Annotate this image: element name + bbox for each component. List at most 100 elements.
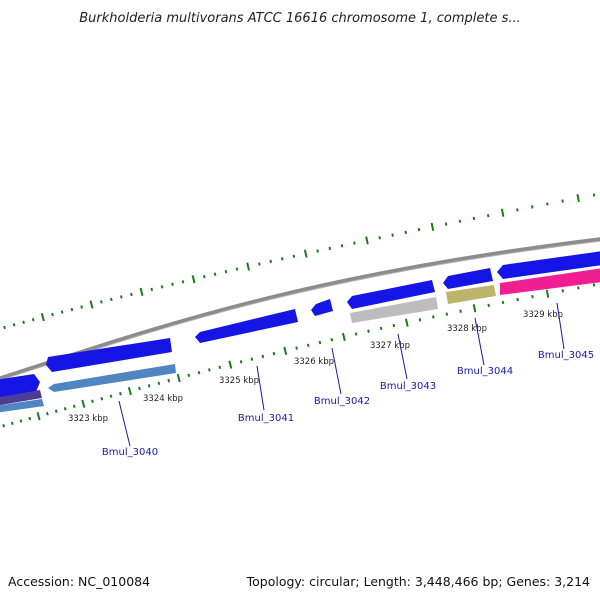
- gene-label-leaders: [118, 302, 565, 447]
- gene-feature[interactable]: [500, 267, 600, 295]
- tick-mark: [80, 305, 84, 309]
- scale-labels: 3323 kbp 3324 kbp 3325 kbp 3326 kbp 3327…: [68, 310, 563, 424]
- gene-feature[interactable]: [48, 364, 176, 392]
- tick-mark: [592, 283, 596, 287]
- tick-mark: [127, 386, 132, 396]
- tick-mark: [445, 312, 449, 316]
- tick-mark: [176, 373, 181, 383]
- tick-mark: [119, 295, 123, 299]
- gene-feature[interactable]: [46, 338, 172, 372]
- tick-mark: [269, 259, 273, 264]
- tick-mark: [561, 199, 564, 203]
- tick-mark: [516, 208, 519, 212]
- tick-mark: [213, 272, 217, 276]
- tick-mark: [235, 267, 239, 271]
- tick-mark: [417, 227, 421, 232]
- tick-mark: [391, 233, 394, 237]
- gene-feature[interactable]: [0, 399, 44, 413]
- tick-mark: [561, 289, 565, 293]
- tick-mark: [157, 381, 161, 385]
- tick-mark: [432, 315, 435, 319]
- tick-mark: [3, 325, 6, 330]
- tick-mark: [12, 323, 16, 327]
- gene-feature[interactable]: [497, 250, 600, 279]
- tick-mark: [2, 423, 5, 428]
- tick-mark: [91, 399, 94, 403]
- tick-mark: [501, 300, 505, 305]
- gene-feature[interactable]: [0, 374, 40, 398]
- gene-feature[interactable]: [0, 390, 42, 406]
- tick-mark: [36, 411, 41, 421]
- gene-feature[interactable]: [443, 268, 493, 289]
- tick-mark: [430, 222, 435, 231]
- tick-mark: [202, 275, 206, 279]
- tick-mark: [295, 346, 298, 350]
- gene-feature[interactable]: [446, 285, 496, 304]
- tick-mark: [404, 230, 408, 235]
- tick-mark: [500, 208, 505, 217]
- tick-mark: [545, 289, 550, 298]
- tick-mark: [191, 275, 196, 284]
- tick-mark: [283, 346, 288, 355]
- tick-mark: [459, 309, 462, 313]
- accession-text: Accession: NC_010084: [8, 574, 150, 589]
- tick-mark: [367, 329, 370, 333]
- tick-mark: [316, 249, 319, 253]
- tick-mark: [51, 312, 54, 317]
- tick-mark: [306, 343, 310, 348]
- tick-mark: [139, 287, 144, 296]
- tick-mark: [160, 285, 164, 289]
- tick-mark: [592, 193, 596, 197]
- tick-mark: [318, 340, 322, 345]
- gene-label[interactable]: Bmul_3040: [102, 447, 158, 458]
- tick-mark: [516, 297, 519, 302]
- tick-mark: [187, 373, 191, 378]
- gene-label[interactable]: Bmul_3044: [457, 366, 513, 377]
- tick-mark: [272, 351, 276, 356]
- tick-mark: [63, 407, 67, 411]
- gene-feature[interactable]: [347, 280, 435, 309]
- gene-label[interactable]: Bmul_3043: [380, 381, 436, 392]
- tick-mark: [546, 202, 549, 206]
- tick-mark: [576, 193, 580, 203]
- gene-feature[interactable]: [350, 297, 438, 323]
- tick-mark: [487, 303, 490, 308]
- gene-labels: Bmul_3040 Bmul_3041 Bmul_3042 Bmul_3043 …: [102, 350, 594, 458]
- tick-mark: [109, 297, 113, 302]
- kbp-label: 3328 kbp: [447, 324, 487, 334]
- tick-mark: [60, 310, 64, 314]
- tick-mark: [54, 409, 58, 413]
- tick-mark: [531, 295, 534, 299]
- tick-mark: [378, 236, 382, 240]
- tick-mark: [109, 394, 113, 398]
- gene-label[interactable]: Bmul_3041: [238, 413, 294, 424]
- gene-label[interactable]: Bmul_3042: [314, 396, 370, 407]
- gene-feature[interactable]: [311, 299, 333, 316]
- tick-mark: [130, 292, 133, 297]
- tick-mark: [138, 386, 141, 391]
- tick-mark: [218, 365, 222, 369]
- tick-mark: [354, 332, 358, 336]
- gene-label[interactable]: Bmul_3045: [538, 350, 594, 361]
- tick-mark: [119, 391, 122, 396]
- tick-mark: [31, 317, 35, 322]
- tick-mark: [486, 213, 490, 218]
- tick-mark: [72, 404, 76, 408]
- tick-mark: [40, 313, 45, 322]
- map-title: Burkholderia multivorans ATCC 16616 chro…: [79, 11, 521, 26]
- tick-mark: [444, 222, 448, 226]
- tick-mark: [10, 421, 14, 426]
- tick-mark: [379, 326, 383, 331]
- tick-mark: [197, 370, 201, 375]
- gene-feature[interactable]: [195, 309, 298, 343]
- tick-mark: [280, 257, 284, 261]
- tick-mark: [577, 286, 580, 290]
- tick-mark: [258, 262, 261, 266]
- kbp-label: 3329 kbp: [523, 310, 563, 320]
- tick-mark: [46, 411, 49, 416]
- tick-mark: [328, 246, 332, 251]
- tick-mark: [207, 368, 211, 372]
- tick-mark: [100, 397, 104, 401]
- tick-mark: [228, 360, 233, 369]
